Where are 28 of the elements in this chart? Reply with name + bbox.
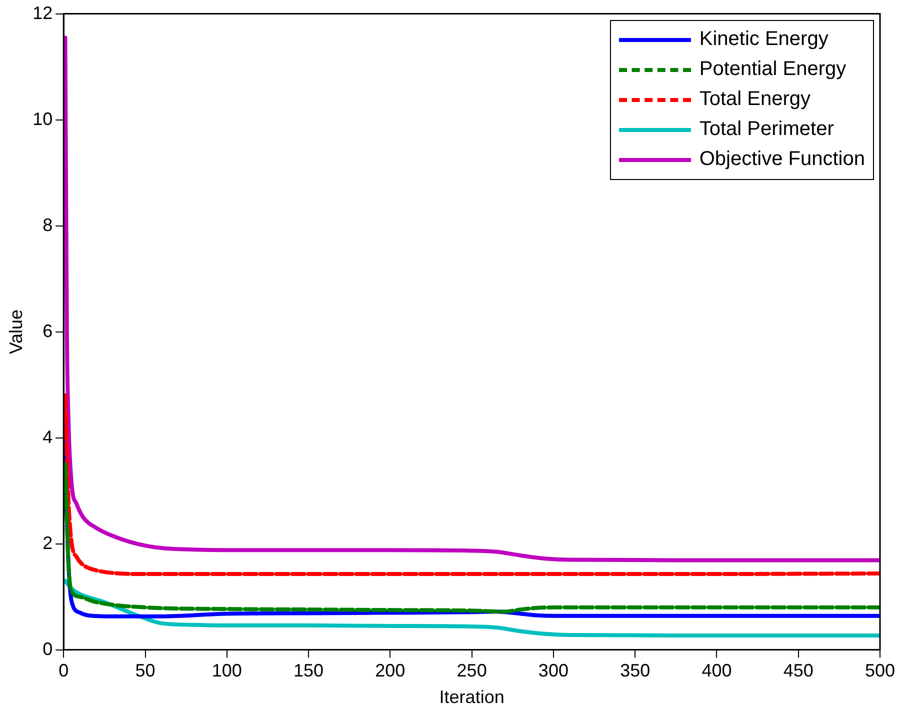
y-tick-label: 8 bbox=[42, 214, 53, 235]
x-tick-label: 300 bbox=[538, 660, 568, 681]
y-tick-label: 10 bbox=[32, 108, 53, 129]
y-tick-label: 2 bbox=[42, 532, 53, 553]
y-axis-title: Value bbox=[6, 309, 26, 354]
y-tick-label: 4 bbox=[42, 426, 53, 447]
legend-label: Objective Function bbox=[699, 148, 865, 172]
x-tick-label: 150 bbox=[294, 660, 324, 681]
x-tick-label: 500 bbox=[864, 660, 896, 681]
x-tick-label: 450 bbox=[783, 660, 814, 681]
x-tick-label: 350 bbox=[620, 660, 650, 681]
x-tick-label: 200 bbox=[375, 660, 406, 681]
x-tick-label: 100 bbox=[212, 660, 242, 681]
legend-label: Potential Energy bbox=[699, 58, 846, 82]
y-tick-label: 0 bbox=[42, 638, 53, 659]
legend-label: Total Energy bbox=[699, 88, 811, 112]
x-axis-title: Iteration bbox=[439, 687, 504, 708]
line-series bbox=[64, 578, 880, 638]
legend-label: Total Perimeter bbox=[699, 118, 834, 142]
line-series bbox=[64, 393, 880, 576]
x-tick-label: 50 bbox=[135, 660, 156, 681]
line-series bbox=[64, 462, 880, 614]
legend-label: Kinetic Energy bbox=[699, 28, 828, 52]
x-tick-label: 400 bbox=[702, 660, 732, 681]
x-tick-label: 250 bbox=[456, 660, 487, 681]
y-tick-label: 6 bbox=[42, 320, 53, 341]
x-tick-label: 0 bbox=[58, 660, 69, 681]
y-tick-label: 12 bbox=[32, 2, 53, 23]
